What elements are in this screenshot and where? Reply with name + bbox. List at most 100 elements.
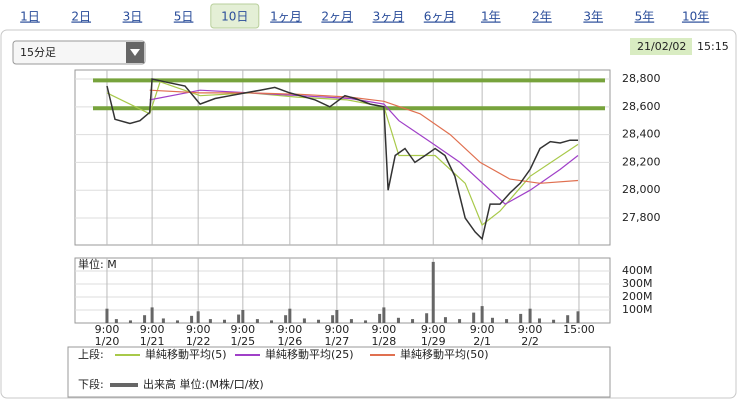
- tab[interactable]: 3年: [583, 10, 603, 24]
- volume-bar: [505, 319, 509, 323]
- x-tick-date: 1/20: [95, 335, 120, 348]
- legend-upper-label: 上段:: [78, 347, 104, 361]
- volume-bar: [396, 317, 400, 323]
- x-tick-label: 9:00: [277, 323, 302, 336]
- tab-selected-bg[interactable]: [210, 3, 260, 29]
- tab[interactable]: 2ヶ月: [321, 10, 353, 24]
- y-tick-label: 28,000: [622, 183, 661, 196]
- tab[interactable]: 3ヶ月: [373, 10, 405, 24]
- y-tick-label: 200M: [622, 290, 653, 303]
- volume-bar: [537, 318, 541, 323]
- volume-bar: [128, 320, 132, 323]
- x-tick-label: 9:00: [421, 323, 446, 336]
- price-line: [106, 78, 578, 241]
- volume-bar: [335, 310, 339, 323]
- volume-bar: [288, 308, 292, 323]
- y-tick-label: 28,800: [622, 72, 661, 85]
- volume-bar: [150, 307, 154, 323]
- volume-bar: [270, 320, 274, 323]
- tab[interactable]: 2年: [532, 10, 552, 24]
- legend-label: 単純移動平均(50): [400, 347, 489, 361]
- tab[interactable]: 1日: [20, 10, 40, 24]
- timestamp-date: 21/02/02: [637, 40, 686, 53]
- tab[interactable]: 1ヶ月: [270, 10, 302, 24]
- y-tick-label: 28,400: [622, 128, 661, 141]
- volume-bar: [411, 319, 415, 323]
- x-tick-date: 1/27: [325, 335, 350, 348]
- y-tick-label: 28,600: [622, 100, 661, 113]
- volume-bar: [566, 315, 570, 323]
- volume-bar: [175, 320, 179, 323]
- period-tabs: 1日 2日 3日 5日 10日 1ヶ月 2ヶ月 3ヶ月 6ヶ月 1年 2年 3年 5年 10年: [20, 3, 709, 29]
- volume-bar: [114, 319, 118, 323]
- volume-bar: [222, 319, 226, 323]
- volume-bar: [105, 308, 109, 323]
- x-tick-label: 15:00: [563, 323, 595, 336]
- volume-bar: [490, 317, 494, 323]
- timestamp-time: 15:15: [697, 40, 729, 53]
- volume-bar: [349, 319, 353, 323]
- volume-bar: [519, 313, 523, 323]
- volume-bar: [576, 311, 580, 323]
- legend-label: 単純移動平均(5): [145, 347, 227, 361]
- select-arrow[interactable]: [130, 49, 140, 56]
- x-tick-label: 9:00: [95, 323, 120, 336]
- volume-bar: [480, 306, 484, 323]
- date-highlight: [630, 38, 692, 55]
- legend-box: [67, 346, 611, 398]
- volume-bar: [317, 319, 321, 323]
- volume-bar: [364, 320, 368, 323]
- volume-bar: [443, 317, 447, 323]
- x-tick-date: 1/28: [372, 335, 397, 348]
- x-tick-date: 1/21: [140, 335, 165, 348]
- volume-bar: [190, 315, 194, 323]
- x-tick-date: 1/25: [230, 335, 255, 348]
- tab[interactable]: 10日: [221, 10, 248, 24]
- x-tick-date: 1/22: [186, 335, 211, 348]
- volume-bar: [255, 319, 259, 323]
- x-tick-label: 9:00: [325, 323, 350, 336]
- x-tick-label: 9:00: [140, 323, 165, 336]
- volume-plot: [74, 257, 611, 324]
- x-tick-label: 9:00: [186, 323, 211, 336]
- volume-bar: [302, 318, 306, 323]
- x-tick-date: 2/1: [473, 335, 491, 348]
- volume-bar: [208, 319, 212, 323]
- tab[interactable]: 5年: [635, 10, 655, 24]
- x-tick-date: 2/2: [521, 335, 539, 348]
- x-tick-label: 9:00: [372, 323, 397, 336]
- legend-label: 単純移動平均(25): [265, 347, 354, 361]
- volume-bar: [528, 308, 532, 323]
- select-box[interactable]: [12, 40, 146, 65]
- tab[interactable]: 3日: [123, 10, 143, 24]
- x-tick-date: 1/26: [277, 335, 302, 348]
- volume-bar: [237, 314, 241, 323]
- volume-bar: [143, 315, 147, 323]
- volume-bar: [196, 311, 200, 323]
- y-tick-label: 27,800: [622, 211, 661, 224]
- x-tick-label: 9:00: [518, 323, 543, 336]
- volume-bar: [431, 261, 435, 323]
- y-tick-label: 28,200: [622, 155, 661, 168]
- volume-bar: [472, 312, 476, 323]
- volume-title: 単位: M: [78, 257, 117, 271]
- volume-bar: [161, 318, 165, 323]
- volume-bar: [331, 315, 335, 323]
- tab[interactable]: 10年: [682, 10, 709, 24]
- tab[interactable]: 6ヶ月: [424, 10, 456, 24]
- tab[interactable]: 5日: [174, 10, 194, 24]
- interval-select[interactable]: 15分足: [12, 40, 146, 65]
- y-tick-label: 300M: [622, 277, 653, 290]
- x-tick-label: 9:00: [470, 323, 495, 336]
- y-tick-label: 100M: [622, 303, 653, 316]
- x-tick-date: 1/29: [421, 335, 446, 348]
- volume-bar: [552, 319, 556, 323]
- tab[interactable]: 1年: [481, 10, 501, 24]
- volume-bar: [284, 315, 288, 323]
- legend-lower-label: 下段:: [78, 377, 104, 391]
- volume-bar: [425, 313, 429, 323]
- select-label[interactable]: 15分足: [20, 46, 56, 59]
- volume-bar: [241, 310, 245, 323]
- tab[interactable]: 2日: [71, 10, 91, 24]
